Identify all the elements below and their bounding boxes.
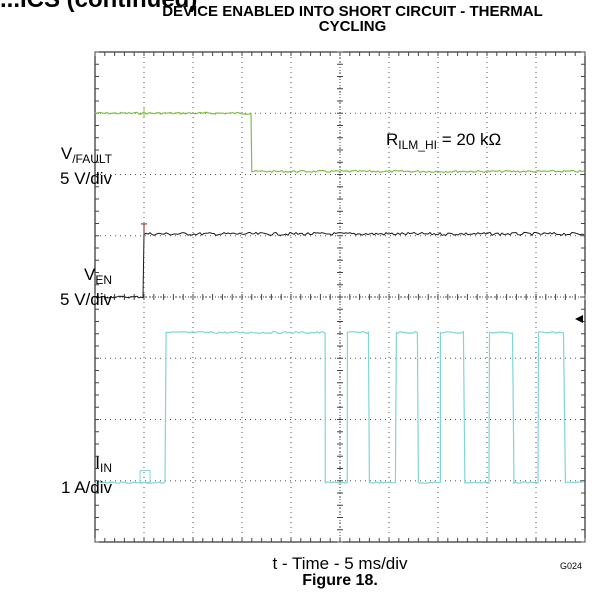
ground-arrow-icon	[575, 315, 583, 323]
iin-name: IIN	[95, 453, 112, 475]
vfault-scale: 5 V/div	[60, 169, 112, 188]
channel-label-ven: VEN 5 V/div	[60, 265, 112, 310]
chart-title-line-2: CYCLING	[318, 18, 387, 35]
ven-name: VEN	[83, 265, 112, 287]
iin-scale: 1 A/div	[60, 478, 112, 497]
vfault-name: V/FAULT	[60, 144, 112, 166]
ven-scale: 5 V/div	[60, 290, 112, 309]
trace-iin	[94, 330, 584, 485]
rilm-annotation: RILM_HI = 20 kΩ	[386, 130, 502, 152]
channel-label-vfault: V/FAULT 5 V/div	[60, 144, 112, 189]
x-axis-label: t - Time - 5 ms/div	[272, 554, 408, 573]
trigger-marker-iin	[139, 470, 151, 484]
figure-id: G024	[560, 561, 583, 571]
chart-title-line-1: DEVICE ENABLED INTO SHORT CIRCUIT - THER…	[162, 3, 543, 20]
trace-ven	[94, 231, 585, 299]
channel-label-iin: IIN 1 A/div	[61, 453, 112, 498]
figure-caption: Figure 18.	[302, 572, 378, 589]
cut-off-section-heading: ...ICS (continued)	[0, 0, 197, 14]
trace-vfault	[94, 111, 584, 174]
